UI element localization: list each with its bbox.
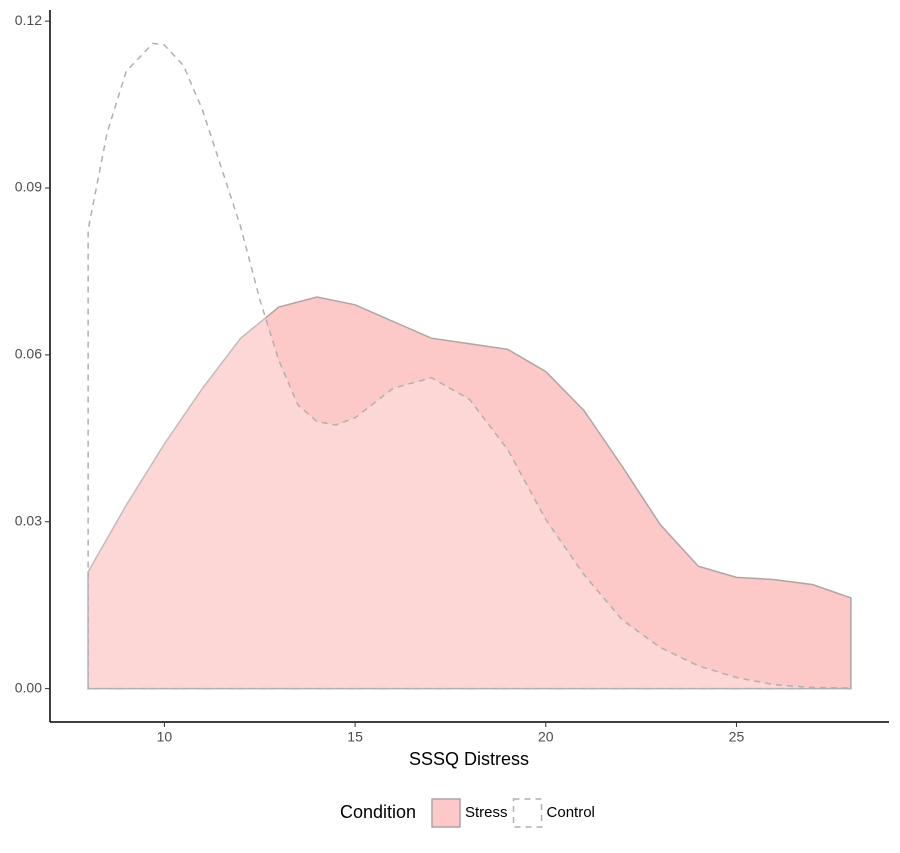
legend-key xyxy=(512,798,543,828)
legend-label: Stress xyxy=(465,804,508,821)
x-tick-label: 10 xyxy=(157,729,173,745)
x-tick-label: 20 xyxy=(538,729,554,745)
density-area xyxy=(87,42,852,690)
y-tick-label: 0.03 xyxy=(15,512,42,528)
x-tick-label: 15 xyxy=(347,729,363,745)
y-tick-label: 0.00 xyxy=(15,679,42,695)
legend-title: Condition xyxy=(340,802,416,822)
y-tick-label: 0.12 xyxy=(15,12,42,28)
legend-label: Control xyxy=(547,804,595,821)
density-area xyxy=(87,296,852,690)
y-tick-label: 0.09 xyxy=(15,179,42,195)
y-tick-label: 0.06 xyxy=(15,346,42,362)
x-axis-title: SSSQ Distress xyxy=(409,749,529,769)
legend-key xyxy=(431,798,461,828)
x-tick-label: 25 xyxy=(729,729,745,745)
